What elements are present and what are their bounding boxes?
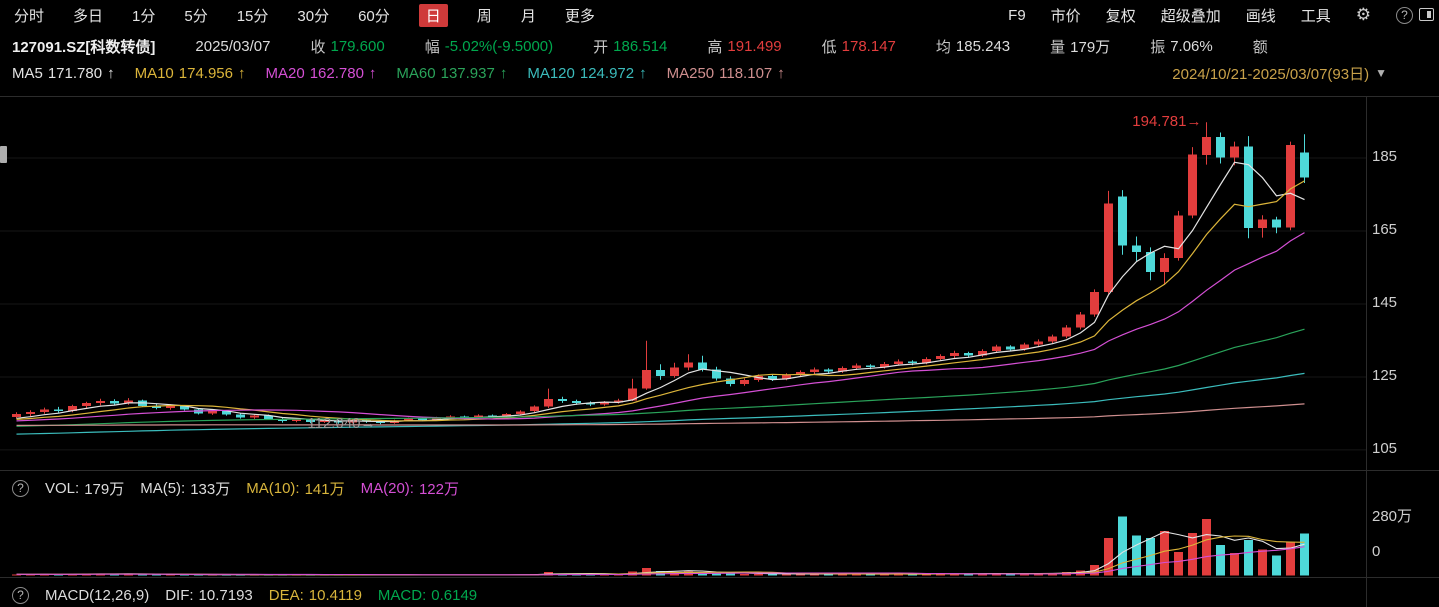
ma-indicator-bar: MA5 171.780 ↑ MA10 174.956 ↑ MA20 162.780 ↑ MA… (12, 60, 785, 86)
tab-30min[interactable]: 30分 (297, 7, 330, 25)
dea-indicator: DEA: 10.4119 (268, 586, 362, 604)
volume-help-icon[interactable]: ? (12, 479, 29, 497)
trade-date: 2025/03/07 (195, 37, 271, 55)
field-amount: 额 (1252, 38, 1268, 56)
pane-divider (0, 470, 1439, 471)
market-price-button[interactable]: 市价 (1050, 7, 1081, 25)
up-arrow-icon: ↑ (368, 64, 377, 82)
macd-params: MACD(12,26,9) (45, 586, 150, 604)
overlay-button[interactable]: 超级叠加 (1160, 7, 1221, 25)
price-axis-label: 125 (1372, 367, 1398, 384)
ma250-indicator: MA250 118.107 ↑ (666, 64, 785, 82)
vol-indicator: VOL: 179万 (45, 479, 125, 498)
field-change: 幅 -5.02%(-9.5000) (424, 37, 554, 56)
vol-ma20-indicator: MA(20): 122万 (360, 479, 459, 498)
volume-chart[interactable] (0, 500, 1366, 577)
vol-ma10-indicator: MA(10): 141万 (246, 479, 345, 498)
pane-divider (0, 96, 1439, 97)
tab-duori[interactable]: 多日 (73, 7, 104, 25)
price-axis-label: 165 (1372, 221, 1398, 238)
f9-button[interactable]: F9 (1008, 6, 1026, 24)
ma20-indicator: MA20 162.780 ↑ (265, 64, 377, 82)
field-avg: 均 185.243 (935, 37, 1011, 56)
candlestick-chart[interactable] (0, 96, 1366, 470)
tab-15min[interactable]: 15分 (236, 7, 269, 25)
field-high: 高 191.499 (707, 37, 782, 56)
pane-divider (0, 577, 1439, 578)
field-close: 收 179.600 (310, 37, 385, 56)
fuquan-button[interactable]: 复权 (1105, 7, 1136, 25)
volume-axis-label-max: 280万 (1372, 508, 1413, 525)
field-volume: 量 179万 (1050, 38, 1111, 56)
macd-help-icon[interactable]: ? (12, 586, 29, 604)
field-open: 开 186.514 (593, 37, 668, 56)
tab-week[interactable]: 周 (476, 7, 492, 25)
volume-pane-header: ? VOL: 179万 MA(5): 133万 MA(10): 141万 MA(20)… (12, 476, 459, 500)
right-panel-toggle-icon[interactable] (1419, 8, 1434, 21)
price-axis-label: 145 (1372, 294, 1398, 311)
period-toolbar: 分时 多日 1分 5分 15分 30分 60分 日 周 月 更多 F9 市价 复… (0, 0, 1439, 30)
settings-gear-icon[interactable]: ⚙ (1355, 5, 1371, 24)
field-low: 低 178.147 (821, 37, 896, 56)
tab-day[interactable]: 日 (418, 3, 448, 27)
macd-pane-header: ? MACD(12,26,9) DIF: 10.7193 DEA: 10.4119 … (12, 583, 477, 607)
help-icon[interactable]: ? (1396, 6, 1413, 24)
date-range-selector[interactable]: 2024/10/21-2025/03/07(93日) ▼ (1172, 65, 1387, 83)
tab-month[interactable]: 月 (520, 7, 536, 25)
price-axis-label: 105 (1372, 440, 1398, 457)
axis-separator (1366, 96, 1367, 607)
ma60-indicator: MA60 137.937 ↑ (396, 64, 508, 82)
up-arrow-icon: ↑ (107, 64, 115, 82)
ma120-indicator: MA120 124.972 ↑ (527, 64, 647, 82)
ma10-indicator: MA10 174.956 ↑ (134, 64, 246, 82)
pane-resize-handle[interactable] (0, 146, 7, 163)
up-arrow-icon: ↑ (238, 64, 246, 82)
macd-value-indicator: MACD: 0.6149 (377, 586, 478, 604)
ma5-indicator: MA5 171.780 ↑ (12, 64, 115, 82)
tab-fenshi[interactable]: 分时 (14, 7, 45, 25)
tab-1min[interactable]: 1分 (132, 7, 156, 25)
field-amplitude: 振 7.06% (1150, 37, 1213, 56)
up-arrow-icon: ↑ (777, 64, 785, 82)
toolbar-actions: F9 市价 复权 超级叠加 画线 工具 ⚙ ? (1008, 5, 1413, 26)
symbol-name: 127091.SZ[科数转债] (12, 38, 156, 56)
caret-down-icon: ▼ (1375, 66, 1387, 80)
period-tabs: 分时 多日 1分 5分 15分 30分 60分 日 周 月 更多 (14, 3, 595, 27)
price-axis-label: 185 (1372, 148, 1398, 165)
dif-indicator: DIF: 10.7193 (165, 586, 253, 604)
volume-axis-label-zero: 0 (1372, 543, 1381, 560)
tab-60min[interactable]: 60分 (358, 7, 390, 25)
up-arrow-icon: ↑ (639, 64, 647, 82)
vol-ma5-indicator: MA(5): 133万 (140, 479, 231, 498)
drawline-button[interactable]: 画线 (1245, 7, 1276, 25)
tab-more[interactable]: 更多 (564, 7, 595, 25)
up-arrow-icon: ↑ (499, 64, 508, 82)
quote-info-bar: 127091.SZ[科数转债] 2025/03/07 收 179.600 幅 -5.… (12, 33, 1273, 59)
tab-5min[interactable]: 5分 (184, 7, 208, 25)
tools-button[interactable]: 工具 (1300, 7, 1331, 25)
